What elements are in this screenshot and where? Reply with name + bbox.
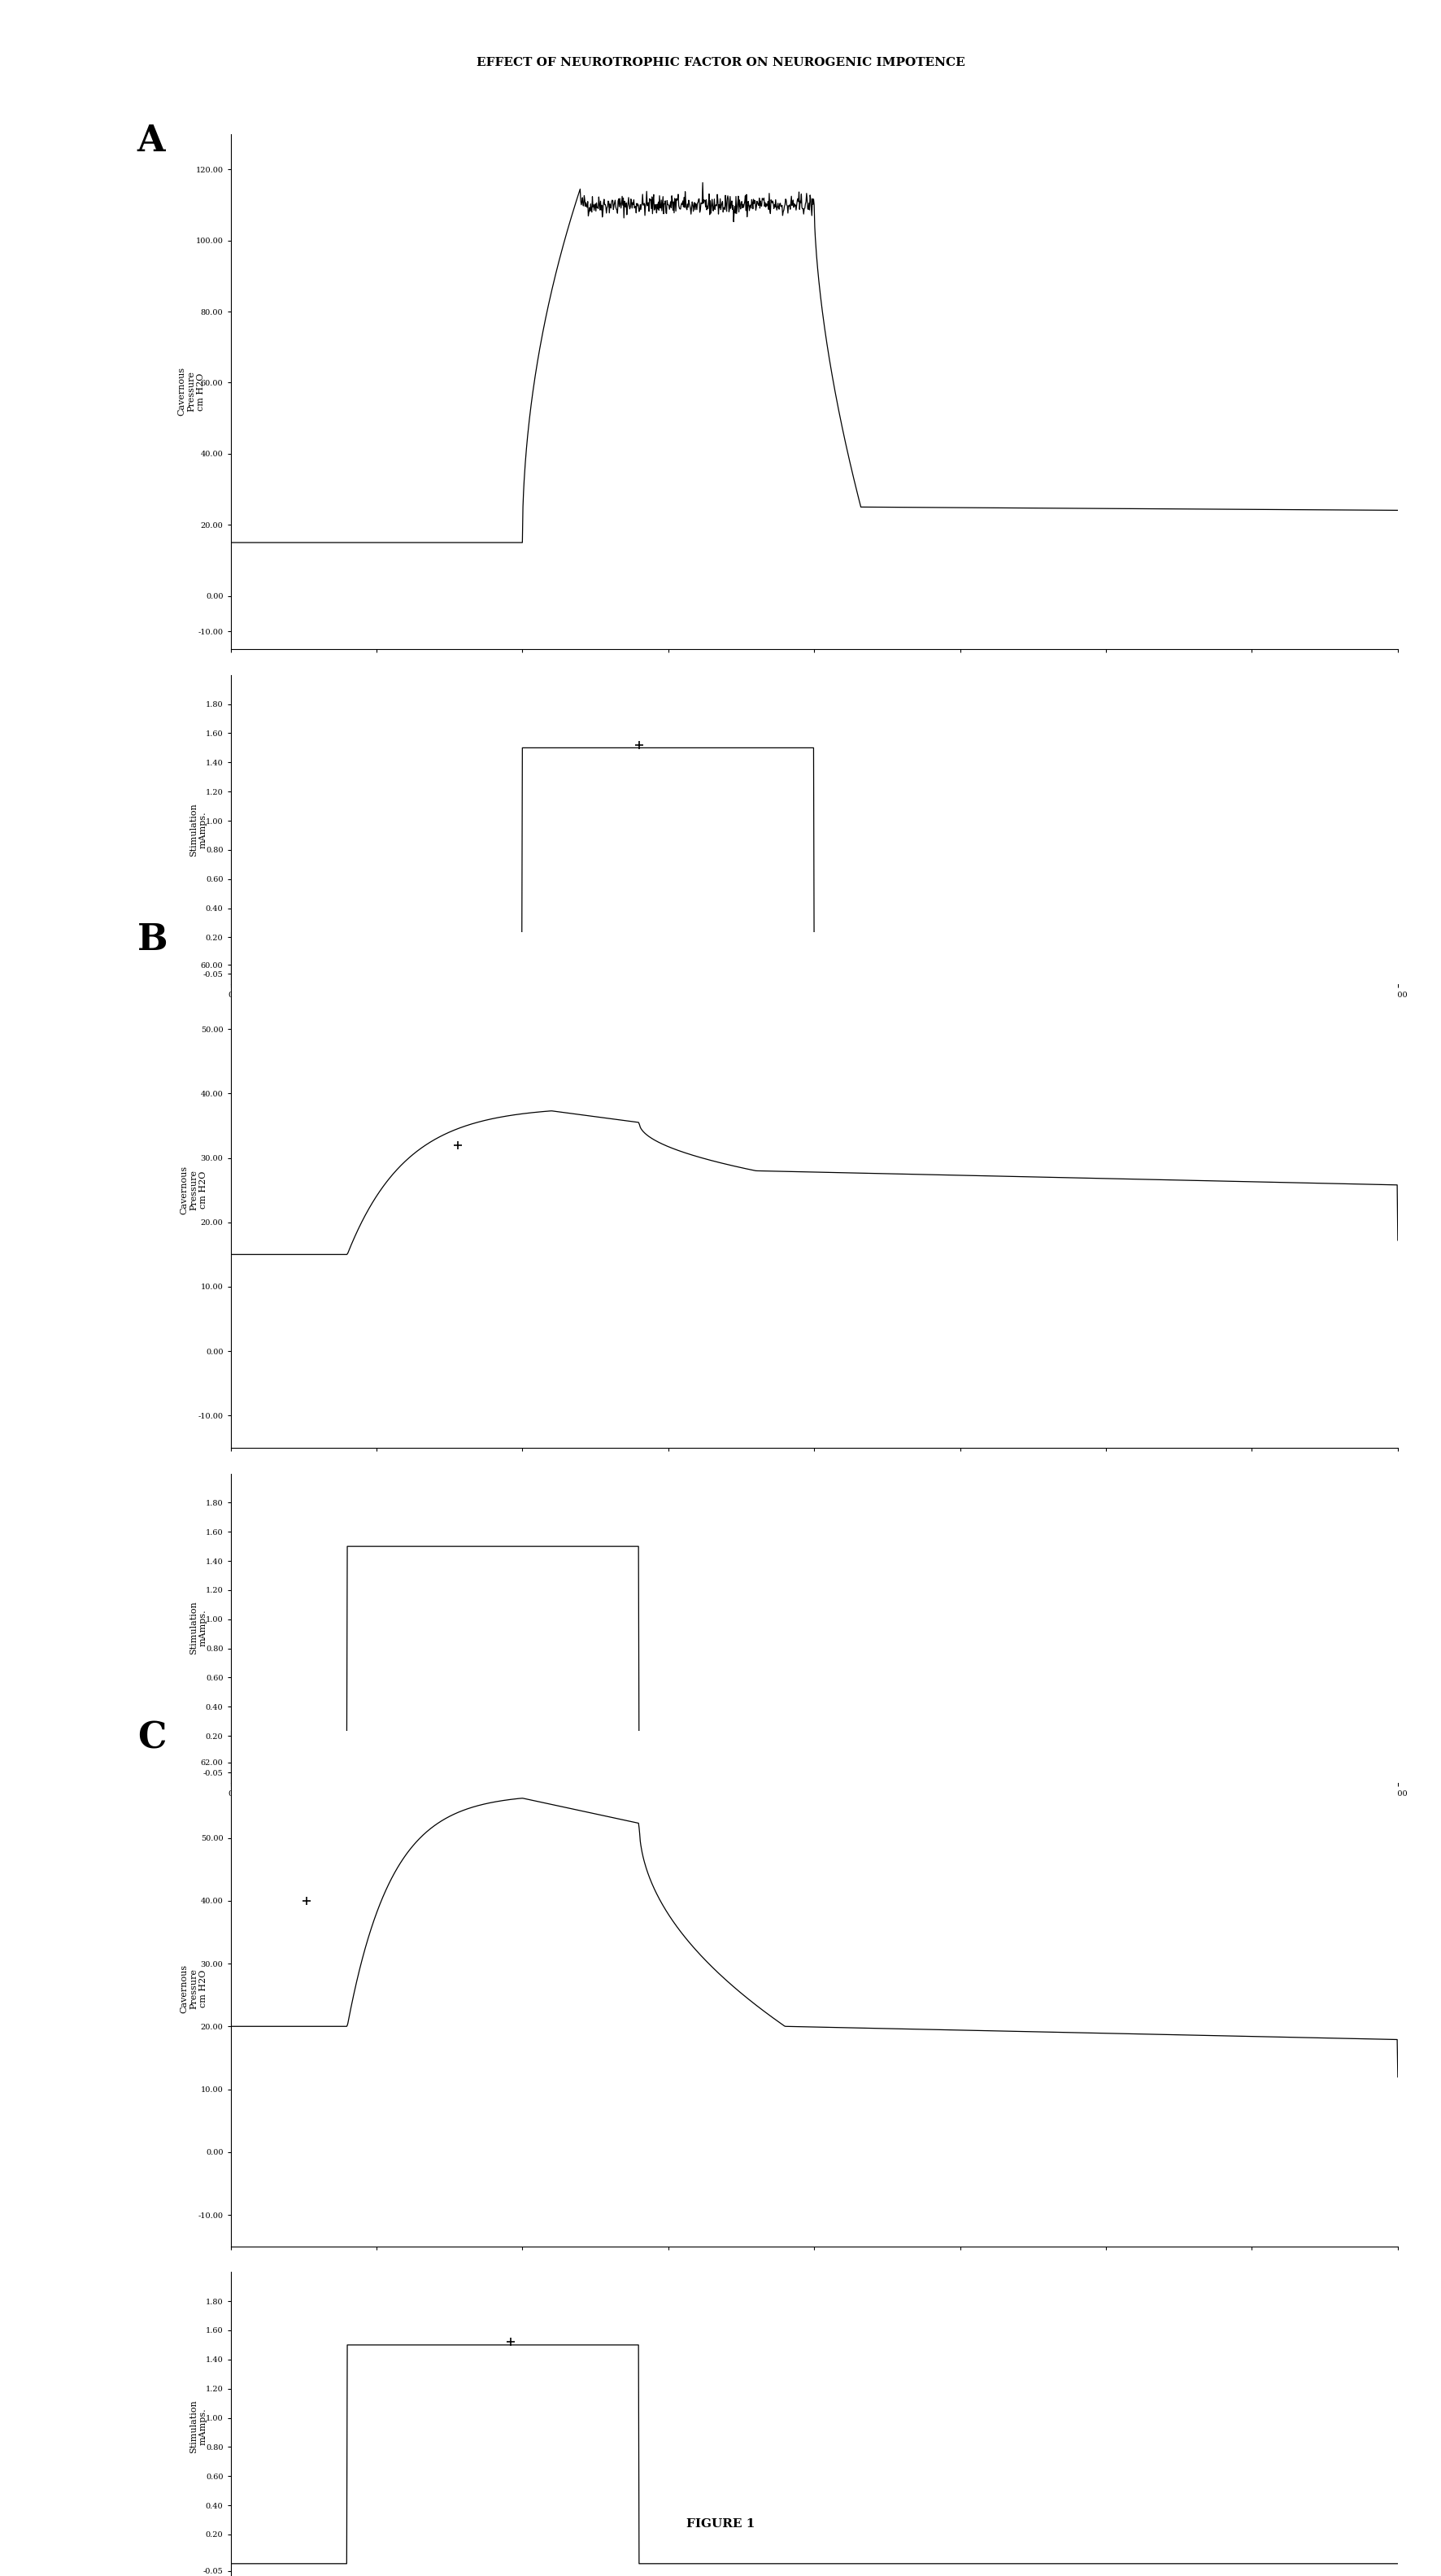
Y-axis label: Stimulation
mAmps.: Stimulation mAmps. — [190, 2401, 208, 2452]
Y-axis label: Stimulation
mAmps.: Stimulation mAmps. — [190, 1602, 208, 1654]
Text: C: C — [137, 1721, 166, 1757]
Text: EFFECT OF NEUROTROPHIC FACTOR ON NEUROGENIC IMPOTENCE: EFFECT OF NEUROTROPHIC FACTOR ON NEUROGE… — [476, 57, 965, 67]
Y-axis label: Stimulation
mAmps.: Stimulation mAmps. — [190, 804, 208, 855]
Y-axis label: Cavernous
Pressure
cm H2O: Cavernous Pressure cm H2O — [177, 368, 205, 415]
Y-axis label: Cavernous
Pressure
cm H2O: Cavernous Pressure cm H2O — [180, 1965, 208, 2012]
Text: A: A — [137, 124, 166, 160]
Text: FIGURE 1: FIGURE 1 — [686, 2519, 755, 2530]
Y-axis label: Cavernous
Pressure
cm H2O: Cavernous Pressure cm H2O — [180, 1167, 208, 1213]
Text: B: B — [137, 922, 167, 958]
